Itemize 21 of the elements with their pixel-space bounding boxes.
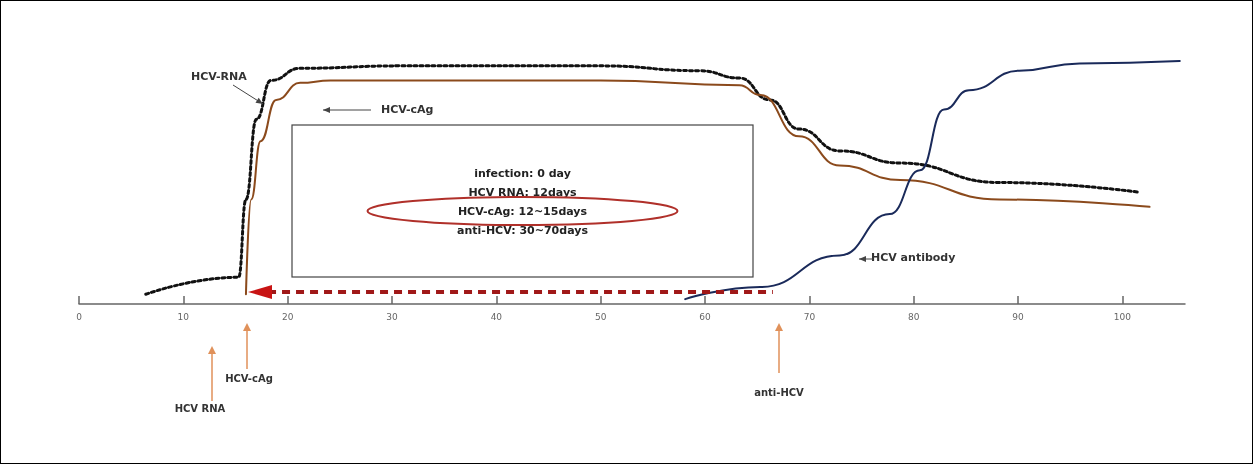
annotation: anti-HCV: 30~70days <box>457 223 589 237</box>
x-tick-label: 60 <box>699 311 712 322</box>
x-tick-label: 80 <box>907 311 920 322</box>
x-tick-label: 50 <box>594 311 607 322</box>
x-tick-label: 100 <box>1113 311 1132 322</box>
x-tick-label: 10 <box>177 311 190 322</box>
series-label: HCV antibody <box>871 251 956 264</box>
x-tick-label: 40 <box>490 311 503 322</box>
x-tick-label: 20 <box>281 311 294 322</box>
text: HCV-cAg <box>381 103 434 116</box>
text: HCV-cAg <box>225 372 273 384</box>
text: HCV RNA <box>174 402 226 414</box>
x-tick-label: 70 <box>803 311 816 322</box>
annotation: infection: 0 day <box>474 166 571 180</box>
series-label: HCV-RNA <box>191 70 248 83</box>
text: anti-HCV <box>754 386 805 398</box>
annotation: HCV RNA: 12days <box>468 185 578 199</box>
x-tick-label: 90 <box>1012 311 1025 322</box>
annotation: HCV-cAg: 12~15days <box>457 204 588 218</box>
x-tick-label: 0 <box>76 311 83 322</box>
x-tick-label: 30 <box>386 311 399 322</box>
